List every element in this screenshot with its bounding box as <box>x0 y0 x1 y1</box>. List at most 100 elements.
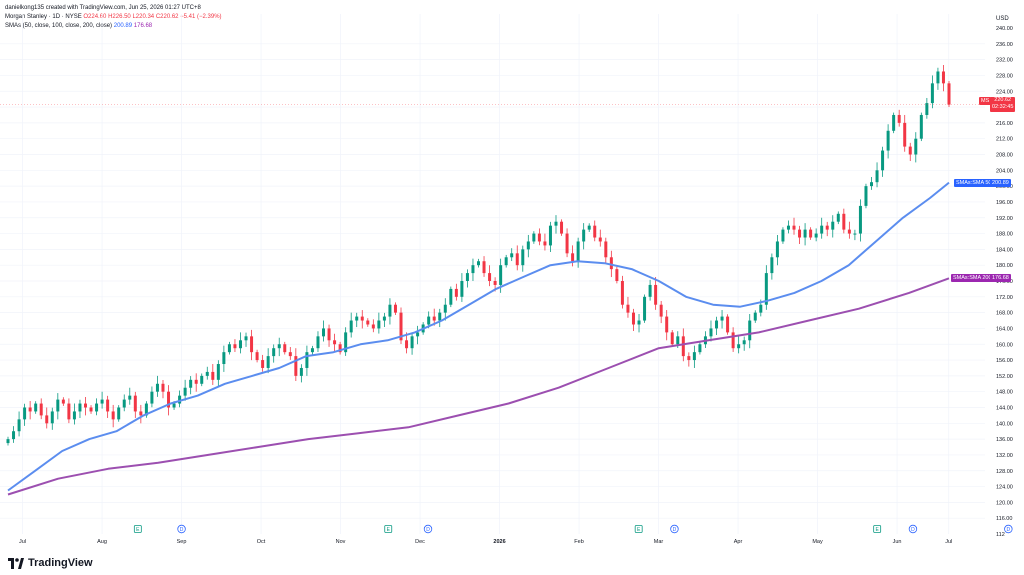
candle-body <box>831 221 835 230</box>
candle-body <box>820 225 824 234</box>
candle-body <box>344 332 348 353</box>
candle-body <box>133 395 137 412</box>
candle-body <box>798 229 802 238</box>
candle-body <box>886 130 890 151</box>
y-tick-label: 116.00 <box>996 516 1012 522</box>
price-change: −5.41 (−2.39%) <box>180 14 222 20</box>
candle-body <box>382 316 386 321</box>
candle-body <box>676 336 680 345</box>
candle-body <box>792 225 796 230</box>
candle-body <box>161 383 165 392</box>
candle-body <box>598 237 602 242</box>
candle-body <box>643 296 647 321</box>
candle-body <box>748 320 752 341</box>
y-tick-label: 152.00 <box>996 374 1013 380</box>
candle-body <box>881 150 885 171</box>
sma200-tag-label: SMAs:SMA 200 <box>951 274 994 283</box>
sma50-legend-value: 200.89 <box>113 23 133 29</box>
candle-body <box>631 312 635 325</box>
y-tick-label: 184.00 <box>996 247 1013 253</box>
candle-body <box>310 348 314 353</box>
candle-body <box>12 431 16 440</box>
y-tick-label: 132.00 <box>996 453 1013 459</box>
candle-body <box>410 336 414 349</box>
ohlc-open: O224.60 <box>83 14 107 20</box>
candle-body <box>266 356 270 368</box>
y-tick-label: 240.00 <box>996 26 1013 32</box>
ohlc-close: C220.62 <box>155 14 179 20</box>
candle-body <box>720 316 724 321</box>
candle-body <box>604 241 608 258</box>
candle-body <box>925 103 929 115</box>
candle-body <box>432 316 436 321</box>
candle-body <box>521 249 525 266</box>
candle-body <box>919 114 923 139</box>
candle-body <box>936 71 940 84</box>
candle-body <box>670 332 674 345</box>
dividend-marker-icon <box>1004 524 1013 534</box>
y-tick-label: 148.00 <box>996 390 1013 396</box>
y-tick-label: 196.00 <box>996 200 1013 206</box>
candle-body <box>903 122 907 147</box>
candle-body <box>56 399 60 412</box>
dividend-marker-label: D <box>180 527 184 533</box>
candle-body <box>211 371 215 380</box>
candle-body <box>111 411 115 420</box>
y-tick-label: 164.00 <box>996 326 1013 332</box>
candle-body <box>477 261 480 266</box>
candle-body <box>200 375 204 384</box>
candle-body <box>543 241 547 246</box>
candle-body <box>95 403 99 412</box>
x-tick-label: Apr <box>734 539 743 545</box>
last-price-tag: 220.62 02:32:45 <box>990 97 1016 113</box>
last-symbol-tag: MS <box>979 96 992 105</box>
candle-body <box>620 281 624 305</box>
x-tick-label: Dec <box>415 539 425 545</box>
candle-body <box>609 257 613 270</box>
dividend-marker-icon <box>423 524 433 534</box>
candle-body <box>692 352 696 361</box>
candle-body <box>155 383 159 392</box>
candle-body <box>122 399 126 408</box>
candle-body <box>283 344 287 353</box>
sma200-tag-value: 176.68 <box>990 274 1011 283</box>
candle-body <box>78 403 82 412</box>
y-tick-label: 208.00 <box>996 153 1013 159</box>
candle-body <box>576 241 580 262</box>
candle-body <box>167 391 171 408</box>
tradingview-logo[interactable]: TradingView <box>8 557 93 569</box>
candle-body <box>371 324 375 329</box>
candle-body <box>255 352 259 361</box>
y-tick-label: 180.00 <box>996 263 1013 269</box>
x-tick-label: May <box>812 539 823 545</box>
candle-body <box>34 403 38 412</box>
y-tick-label: 204.00 <box>996 168 1013 174</box>
candle-body <box>377 320 381 329</box>
dividend-marker-icon <box>670 524 679 534</box>
y-tick-label: 128.00 <box>996 469 1013 475</box>
candle-body <box>393 304 397 313</box>
candle-body <box>842 213 846 230</box>
candle-body <box>471 265 475 274</box>
candle-body <box>106 399 110 412</box>
sma50-line <box>7 181 950 492</box>
candle-body <box>803 229 807 238</box>
y-tick-label: 232.00 <box>996 58 1013 64</box>
currency-label[interactable]: USD <box>996 16 1009 22</box>
x-tick-label: Jul <box>945 539 952 545</box>
candle-body <box>261 360 265 368</box>
earnings-marker-label: E <box>637 527 641 533</box>
candle-body <box>726 316 730 333</box>
price-chart[interactable]: 116.00 120.00 124.00 128.00 132.00 136.00 140.… <box>0 0 1024 550</box>
earnings-marker-icon <box>384 525 393 533</box>
candle-body <box>299 367 303 376</box>
candle-body <box>144 403 148 416</box>
candle-body <box>100 399 104 404</box>
candle-body <box>875 170 879 183</box>
candle-body <box>294 356 298 376</box>
candle-body <box>941 71 945 84</box>
candle-body <box>45 415 49 424</box>
candle-body <box>194 379 198 384</box>
candle-body <box>128 395 132 400</box>
candle-body <box>388 304 392 317</box>
